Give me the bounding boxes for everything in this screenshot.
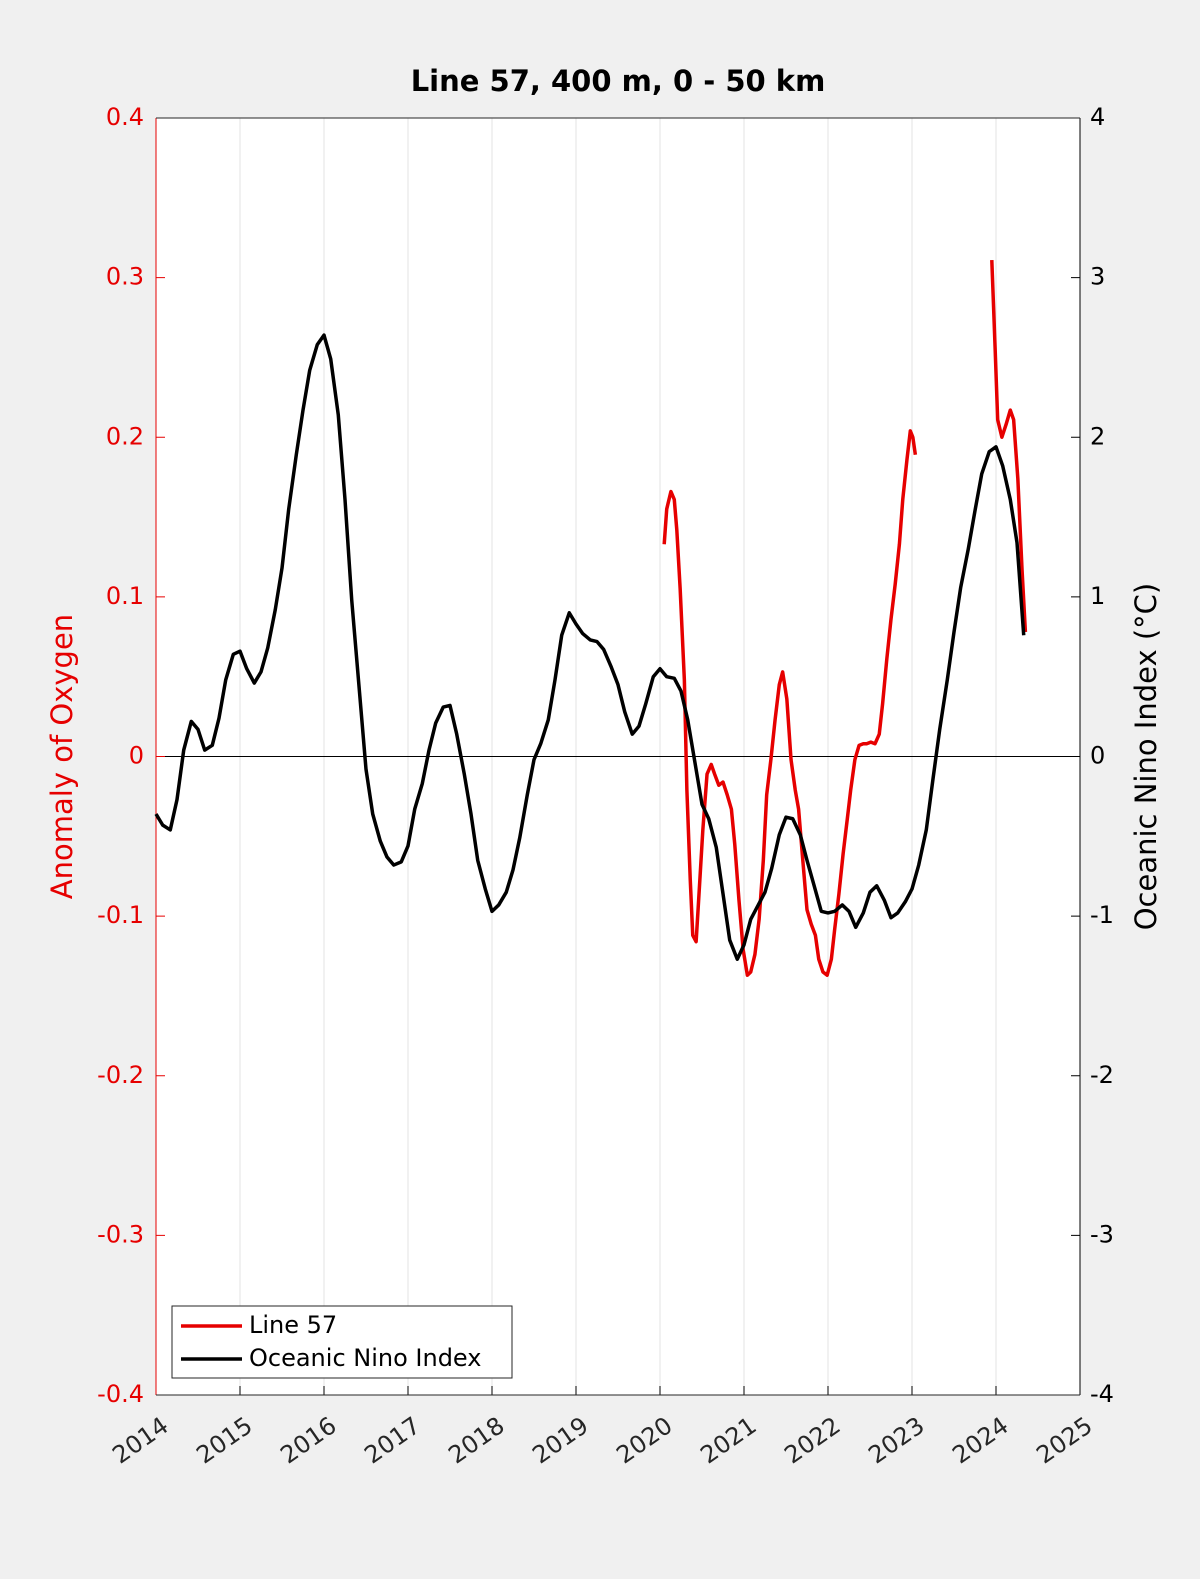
legend-label: Line 57 xyxy=(249,1311,337,1339)
y-tick-label: -0.1 xyxy=(97,901,144,929)
x-tick-label: 2018 xyxy=(443,1411,509,1469)
series-line xyxy=(154,333,1026,961)
series-line xyxy=(662,260,1028,977)
y-tick-label: 0.3 xyxy=(106,263,144,291)
y-tick-label: -0.3 xyxy=(97,1220,144,1248)
x-tick-label: 2025 xyxy=(1031,1411,1097,1469)
x-tick-label: 2023 xyxy=(863,1411,929,1469)
x-tick-label: 2017 xyxy=(359,1411,425,1469)
y2-tick-label: 4 xyxy=(1090,103,1105,131)
y2-tick-label: 2 xyxy=(1090,422,1105,450)
chart-title: Line 57, 400 m, 0 - 50 km xyxy=(411,64,826,98)
x-tick-label: 2022 xyxy=(779,1411,845,1469)
x-tick-label: 2021 xyxy=(695,1411,761,1469)
x-tick-label: 2020 xyxy=(611,1411,677,1469)
y2-tick-label: 0 xyxy=(1090,742,1105,770)
x-tick-label: 2024 xyxy=(947,1411,1013,1469)
x-tick-label: 2016 xyxy=(275,1411,341,1469)
y-axis-label: Anomaly of Oxygen xyxy=(45,614,79,899)
y-tick-label: -0.2 xyxy=(97,1061,144,1089)
y-tick-label: 0.1 xyxy=(106,582,144,610)
y2-tick-label: -1 xyxy=(1090,901,1114,929)
x-tick-label: 2019 xyxy=(527,1411,593,1469)
x-tick-label: 2014 xyxy=(107,1411,173,1469)
y2-tick-label: 3 xyxy=(1090,263,1105,291)
legend-label: Oceanic Nino Index xyxy=(249,1344,481,1372)
y2-tick-label: -3 xyxy=(1090,1220,1114,1248)
y2-tick-label: -4 xyxy=(1090,1380,1114,1408)
legend-box xyxy=(171,1305,513,1379)
y-tick-label: 0 xyxy=(129,742,144,770)
y2-tick-label: 1 xyxy=(1090,582,1105,610)
y2-axis-label: Oceanic Nino Index (°C) xyxy=(1129,583,1163,931)
y-tick-label: -0.4 xyxy=(97,1380,144,1408)
y-tick-label: 0.4 xyxy=(106,103,144,131)
y2-tick-label: -2 xyxy=(1090,1061,1114,1089)
y-tick-label: 0.2 xyxy=(106,422,144,450)
x-tick-label: 2015 xyxy=(191,1411,257,1469)
